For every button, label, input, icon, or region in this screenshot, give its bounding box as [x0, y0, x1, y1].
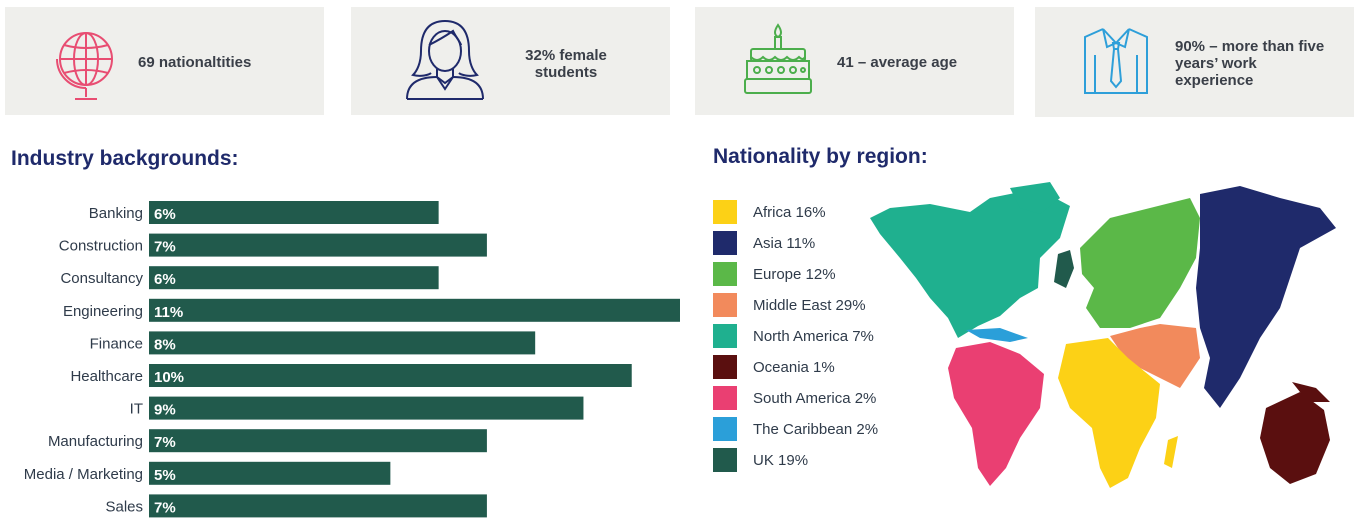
category-label: Construction	[59, 238, 143, 255]
bar	[149, 364, 632, 387]
stat-text: 90% – more than five years’ work experie…	[1175, 38, 1325, 89]
legend-label: Asia 11%	[753, 235, 816, 252]
legend-item: UK 19%	[713, 448, 943, 472]
bar-value-label: 7%	[154, 239, 176, 256]
map-region-greenland	[1010, 182, 1060, 214]
bar-value-label: 6%	[154, 206, 176, 223]
legend-label: Oceania 1%	[753, 359, 835, 376]
category-label: IT	[130, 401, 143, 418]
legend-item: Asia 11%	[713, 231, 943, 255]
map-region-middle-east	[1110, 324, 1200, 388]
stat-card-female: 32% female students	[351, 7, 670, 115]
legend-label: Africa 16%	[753, 204, 826, 221]
legend-label: Europe 12%	[753, 266, 836, 283]
bar	[149, 461, 391, 485]
legend-item: North America 7%	[713, 324, 943, 348]
stat-text: 69 nationaltities	[138, 54, 252, 71]
bar	[149, 233, 487, 257]
legend-item: The Caribbean 2%	[713, 417, 943, 441]
category-label: Engineering	[63, 303, 143, 320]
map-region-oceania-north	[1292, 382, 1330, 402]
legend-label: South America 2%	[753, 390, 877, 407]
map-region-madagascar	[1164, 436, 1178, 468]
bar	[149, 266, 439, 290]
legend-item: Europe 12%	[713, 262, 943, 286]
bar-value-label: 7%	[154, 499, 176, 516]
map-region-europe	[1080, 198, 1200, 328]
map-region-caribbean	[966, 328, 1028, 342]
legend-swatch	[713, 293, 737, 317]
legend-item: Oceania 1%	[713, 355, 943, 379]
legend-swatch	[713, 417, 737, 441]
industry-heading: Industry backgrounds:	[11, 147, 239, 170]
legend-swatch	[713, 262, 737, 286]
industry-bar-chart: Banking 6% Construction 7% Consultancy 6% Engi…	[24, 201, 680, 518]
category-label: Media / Marketing	[24, 466, 143, 483]
legend-label: UK 19%	[753, 452, 809, 469]
legend-swatch	[713, 324, 737, 348]
legend-item: South America 2%	[713, 386, 943, 410]
bar	[149, 494, 487, 518]
bar	[149, 429, 487, 453]
world-map	[870, 182, 1336, 488]
female-student-icon	[403, 17, 487, 106]
legend-swatch	[713, 448, 737, 472]
stat-card-age: 41 – average age	[695, 7, 1014, 115]
bar	[149, 298, 680, 322]
category-label: Finance	[90, 335, 143, 352]
stat-card-experience: 90% – more than five years’ work experie…	[1035, 7, 1354, 117]
map-region-south-america	[948, 342, 1044, 486]
category-label: Manufacturing	[48, 433, 143, 450]
stat-text: 32% female students	[525, 47, 607, 81]
legend-item: Middle East 29%	[713, 293, 943, 317]
legend-label: North America 7%	[753, 328, 874, 345]
bar-value-label: 6%	[154, 271, 176, 288]
globe-icon	[53, 25, 119, 110]
category-label: Consultancy	[60, 270, 143, 287]
bar-value-label: 7%	[154, 434, 176, 451]
legend-label: The Caribbean 2%	[753, 421, 879, 438]
category-label: Healthcare	[70, 368, 143, 385]
map-region-north-america	[870, 192, 1070, 338]
legend-swatch	[713, 231, 737, 255]
map-region-oceania	[1260, 392, 1330, 484]
bar	[149, 396, 584, 420]
legend-swatch	[713, 355, 737, 379]
stat-text: 41 – average age	[837, 54, 958, 71]
map-region-africa	[1058, 338, 1160, 488]
bar-value-label: 5%	[154, 467, 176, 484]
legend-item: Africa 16%	[713, 200, 943, 224]
category-label: Sales	[105, 498, 143, 515]
map-region-asia	[1196, 186, 1336, 408]
bar	[149, 201, 439, 224]
bar-value-label: 8%	[154, 336, 176, 353]
bar-value-label: 11%	[154, 304, 183, 321]
bar-value-label: 10%	[154, 369, 184, 386]
legend-swatch	[713, 200, 737, 224]
stat-card-nationalities: 69 nationaltities	[5, 7, 324, 115]
legend-swatch	[713, 386, 737, 410]
shirt-tie-icon	[1081, 25, 1151, 102]
bar	[149, 331, 536, 355]
map-region-uk	[1054, 250, 1074, 288]
nationality-heading: Nationality by region:	[713, 145, 928, 168]
bar-value-label: 9%	[154, 402, 176, 419]
birthday-cake-icon	[743, 21, 813, 102]
legend-label: Middle East 29%	[753, 297, 866, 314]
category-label: Banking	[89, 205, 143, 222]
